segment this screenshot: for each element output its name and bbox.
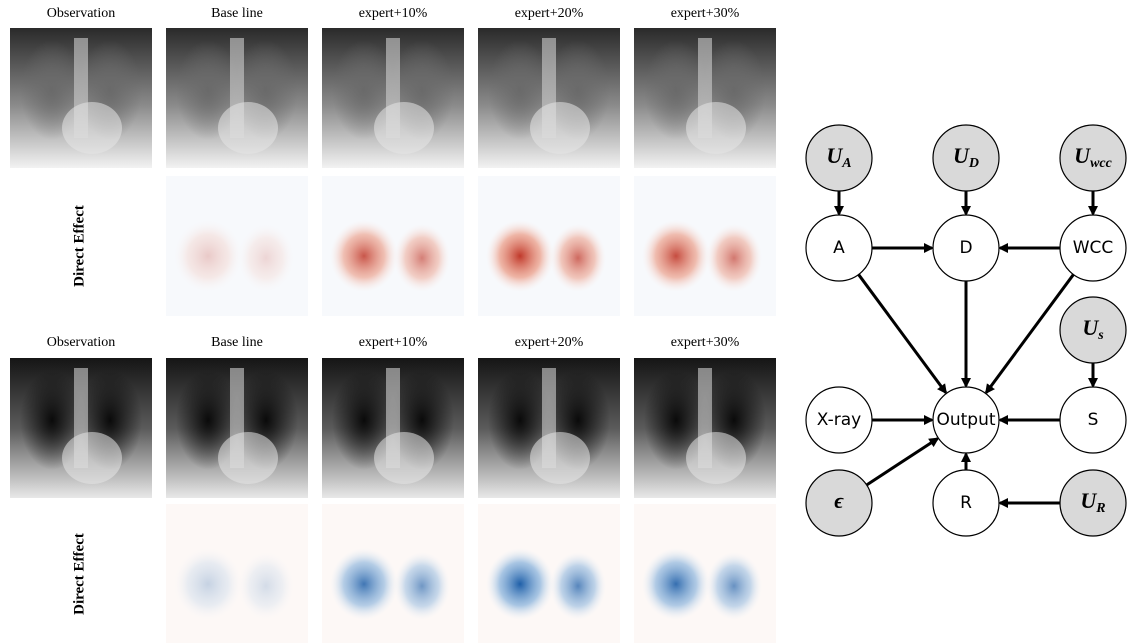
effect-region [550,552,606,620]
node-label-sub: A [841,156,851,171]
node-label: WCC [1073,238,1114,258]
column-label: Observation [47,6,115,21]
effect-region [706,224,762,292]
node-label: X-ray [817,410,861,430]
node-label-main: A [833,238,845,258]
heart [218,432,278,484]
column-label: expert+20% [515,6,584,21]
heart [218,102,278,154]
column-label: Observation [47,335,115,350]
effect-region [486,220,554,292]
effect-map [166,504,308,643]
effect-region [486,548,554,620]
column-label: Base line [211,335,263,350]
node-label: ϵ [834,488,844,513]
heart [686,432,746,484]
xray-image [478,28,620,168]
effect-map [322,504,464,643]
edge-arrow [859,275,946,393]
node-label-main: U [953,143,970,168]
column-label: expert+30% [671,335,740,350]
column-label: Base line [211,6,263,21]
node-label-sub: R [1095,501,1105,516]
node-label-main: WCC [1073,238,1114,258]
row-label: Direct Effect [71,205,87,287]
heart [374,432,434,484]
node-label-sub: wcc [1090,156,1113,171]
figure: Observation Base line expert+10% expert+20%… [0,0,1128,643]
effect-map [478,504,620,643]
xray-image [166,28,308,168]
edge-arrow [867,439,938,485]
node-label-main: R [960,493,972,513]
node-label-main: U [1082,315,1099,340]
node-label: S [1088,410,1099,430]
node-label-main: X-ray [817,410,861,430]
effect-region [394,224,450,292]
column-label: expert+10% [359,6,428,21]
effect-region [174,548,242,620]
xray-image [166,358,308,498]
effect-region [642,220,710,292]
node-label-main: S [1088,410,1099,430]
xray-image [322,358,464,498]
row-label: Direct Effect [71,533,87,615]
page: {"figure": {"panels": [ {"column_labels"… [0,0,1128,643]
xray-image [10,28,152,168]
xray-image [634,28,776,168]
node-label-main: U [826,143,843,168]
heart [686,102,746,154]
node-label: D [959,238,972,258]
xray-image [10,358,152,498]
node-label: Output [936,410,995,430]
heart [62,432,122,484]
effect-map [634,504,776,643]
column-label: expert+10% [359,335,428,350]
effect-region [330,548,398,620]
heart [530,102,590,154]
effect-map [322,176,464,316]
effect-map [166,176,308,316]
node-label-main: ϵ [834,488,844,513]
node-label-main: U [1080,488,1097,513]
heart [374,102,434,154]
node-label: A [833,238,845,258]
effect-region [238,224,294,292]
effect-map [478,176,620,316]
effect-region [394,552,450,620]
node-label-sub: D [968,156,979,171]
effect-region [174,220,242,292]
effect-region [330,220,398,292]
xray-image [322,28,464,168]
xray-image [634,358,776,498]
node-label-main: U [1074,143,1091,168]
effect-region [706,552,762,620]
column-label: expert+20% [515,335,584,350]
node-label: R [960,493,972,513]
node-label-main: D [959,238,972,258]
effect-map [634,176,776,316]
xray-image [478,358,620,498]
column-label: expert+30% [671,6,740,21]
effect-region [238,552,294,620]
effect-region [642,548,710,620]
node-label-sub: s [1097,328,1104,343]
heart [530,432,590,484]
effect-region [550,224,606,292]
heart [62,102,122,154]
node-label-main: Output [936,410,995,430]
